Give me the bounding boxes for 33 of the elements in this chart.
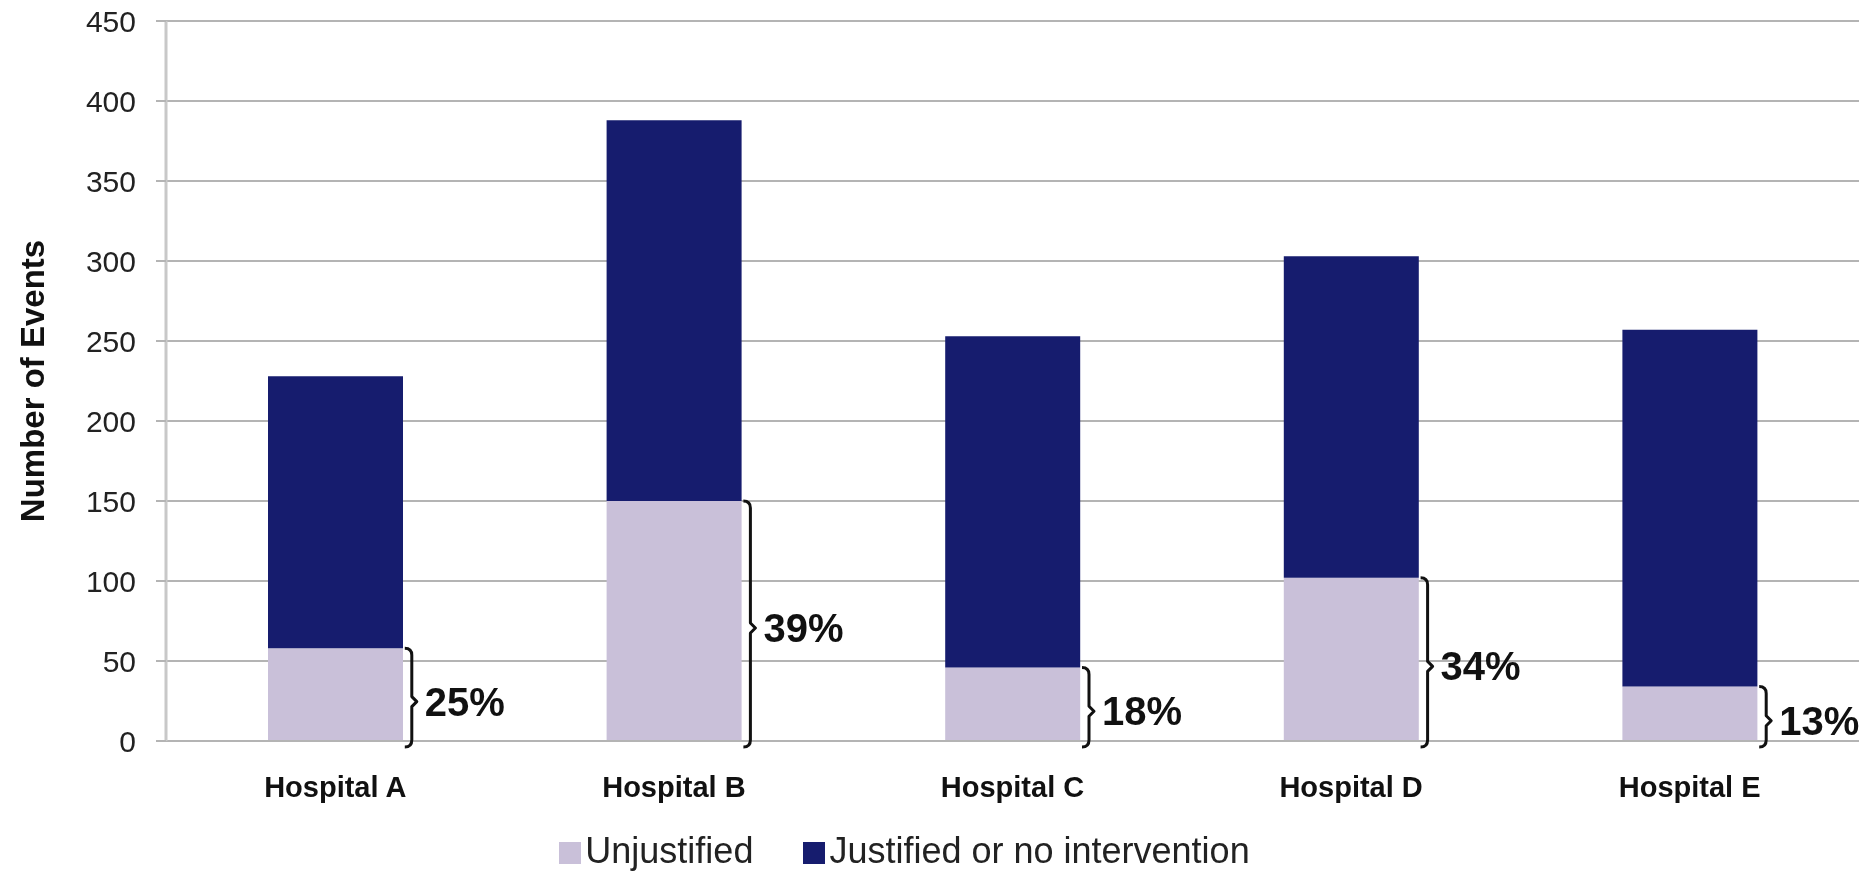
annotation: 34% [1440, 644, 1521, 689]
annotation: 13% [1779, 698, 1860, 743]
bar [1283, 256, 1419, 578]
y-tick-label: 350 [85, 164, 136, 198]
bar [945, 336, 1081, 668]
y-tick-label: 100 [85, 564, 136, 598]
bar [606, 120, 742, 501]
y-tick-label: 150 [85, 484, 136, 518]
x-tick-label: Hospital A [264, 770, 407, 803]
annotation: 39% [763, 606, 844, 650]
bar [945, 667, 1081, 741]
y-tick-label: 200 [85, 404, 136, 438]
y-axis-title: Number of Events [13, 239, 51, 523]
annotation: 25% [424, 679, 505, 724]
y-tick-label: 50 [102, 644, 136, 678]
bar [268, 648, 403, 741]
legend-label: Unjustified [585, 830, 754, 871]
y-tick-label: 400 [85, 84, 136, 118]
bar [1622, 686, 1758, 741]
bar [606, 501, 742, 741]
annotation: 18% [1102, 689, 1183, 734]
x-tick-label: Hospital E [1618, 770, 1761, 803]
y-tick-label: 0 [119, 724, 136, 758]
x-tick-label: Hospital C [940, 770, 1085, 803]
legend-label: Justified or no intervention [829, 830, 1250, 871]
x-tick-label: Hospital D [1279, 770, 1423, 803]
y-tick-label: 300 [85, 244, 136, 278]
bar [1283, 577, 1419, 741]
bar [268, 376, 403, 649]
bar [1622, 329, 1758, 687]
x-tick-label: Hospital B [602, 770, 746, 803]
y-tick-label: 450 [85, 4, 136, 38]
y-tick-label: 250 [85, 324, 136, 358]
